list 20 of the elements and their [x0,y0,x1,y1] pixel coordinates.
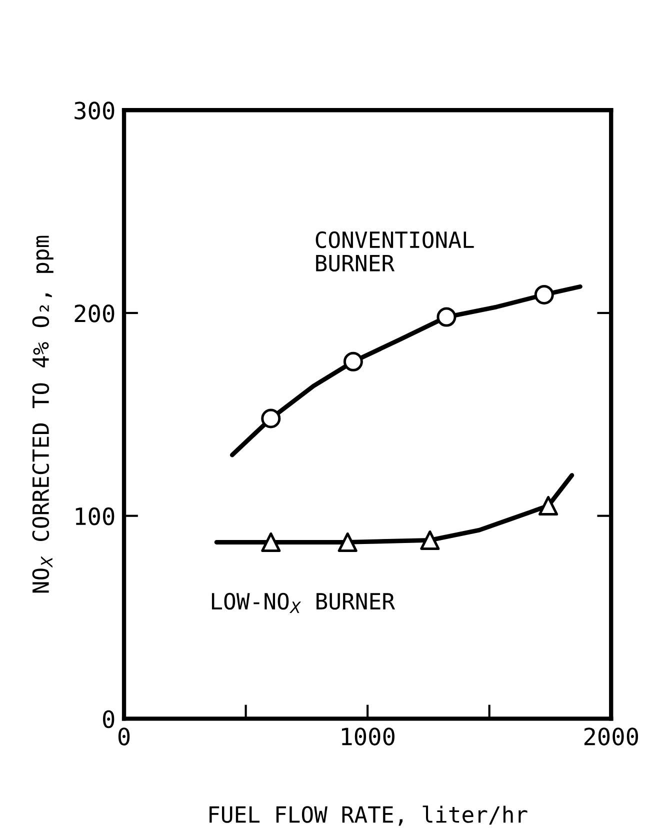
point [420,530,440,550]
x-axis-title: FUEL FLOW RATE, liter/hr [210,806,528,826]
x-tick-label: 2000 [584,728,638,746]
point [436,307,456,327]
x-tick-label: 0 [118,728,130,746]
y-tick-label: 300 [74,102,114,120]
point [538,496,558,516]
y-tick-label: 100 [76,507,114,526]
point [261,408,281,428]
point [338,532,358,552]
point [343,352,363,372]
x-tick-label: 1000 [342,728,394,746]
series-label: CONVENTIONAL BURNER [316,231,474,272]
y-tick-label: 200 [74,304,114,322]
point [261,532,281,552]
y-tick-label: 0 [103,710,114,728]
y-axis-title: NO$_{X}$ CORRECTED TO 4% O₂, ppm [32,236,54,593]
text: LOW-NO$_{X}$ BURNER [212,592,396,613]
line-series [230,284,582,458]
point [534,284,554,304]
